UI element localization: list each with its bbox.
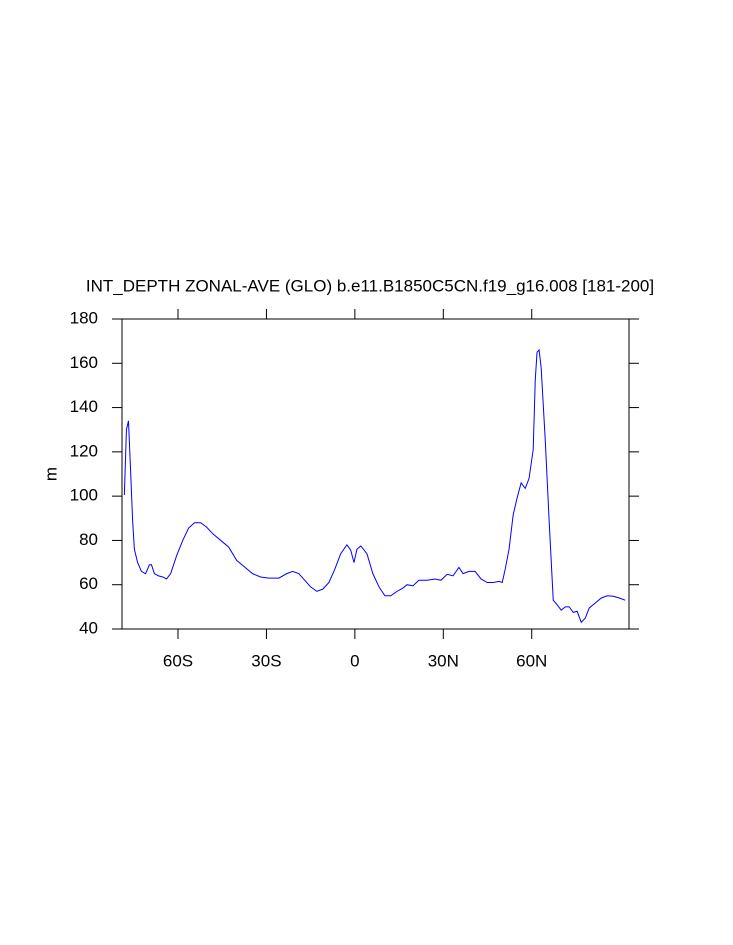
x-tick-label: 0	[350, 651, 359, 670]
x-tick-label: 30S	[251, 651, 281, 670]
y-tick-label: 60	[79, 574, 98, 593]
x-tick-label: 30N	[428, 651, 459, 670]
data-line	[123, 348, 626, 624]
y-tick-label: 100	[70, 486, 98, 505]
y-tick-label: 160	[70, 353, 98, 372]
x-tick-label: 60N	[516, 651, 547, 670]
y-tick-label: 80	[79, 530, 98, 549]
y-tick-label: 40	[79, 618, 98, 637]
axes	[112, 309, 639, 639]
y-tick-label: 140	[70, 397, 98, 416]
chart-title: INT_DEPTH ZONAL-AVE (GLO) b.e11.B1850C5C…	[86, 276, 654, 295]
x-tick-label: 60S	[163, 651, 193, 670]
y-tick-label: 120	[70, 441, 98, 460]
plot-frame	[121, 318, 630, 630]
y-axis-label: m	[41, 467, 60, 481]
y-tick-label: 180	[70, 308, 98, 327]
